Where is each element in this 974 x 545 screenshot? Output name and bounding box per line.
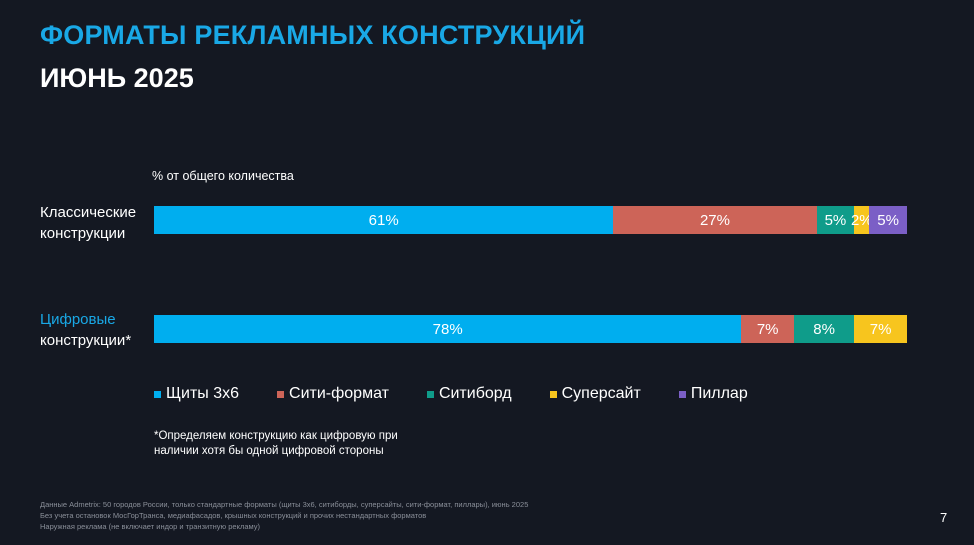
footnote-line: наличии хотя бы одной цифровой стороны — [154, 445, 384, 457]
category-label-digital: Цифровые конструкции* — [40, 309, 131, 351]
legend-swatch — [154, 390, 161, 398]
bar-segment: 7% — [741, 315, 795, 343]
source-line: Наружная реклама (не включает индор и тр… — [40, 522, 260, 531]
footnote: *Определяем конструкцию как цифровую при… — [154, 429, 398, 459]
data-label: 7% — [756, 320, 779, 338]
legend-label: Ситиборд — [438, 385, 512, 402]
category-label-classic: Классические конструкции — [40, 202, 136, 244]
data-label: 7% — [869, 320, 892, 338]
legend-swatch — [549, 390, 557, 398]
data-label: 78% — [432, 320, 463, 338]
data-label: 5% — [877, 211, 899, 229]
legend-label: Суперсайт — [561, 385, 641, 402]
data-label: 27% — [699, 211, 730, 229]
legend-label: Щиты 3х6 — [166, 385, 240, 402]
bar-segment: 78% — [154, 315, 742, 343]
category-label-line: конструкции — [40, 225, 126, 242]
bar-segment: 8% — [794, 315, 855, 343]
bar-segment: 5% — [816, 206, 855, 234]
bar-segment: 7% — [854, 315, 907, 343]
unit-label: % от общего количества — [152, 169, 294, 183]
footnote-line: *Определяем конструкцию как цифровую при — [154, 430, 398, 442]
source-note: Данные Admetrix: 50 городов России, толь… — [40, 499, 528, 532]
category-label-line: конструкции* — [40, 332, 132, 349]
page-title: ФОРМАТЫ РЕКЛАМНЫХ КОНСТРУКЦИЙ — [40, 20, 586, 50]
legend-item: Ситиборд — [426, 385, 512, 403]
legend-label: Сити-формат — [289, 385, 389, 402]
source-line: Данные Admetrix: 50 городов России, толь… — [40, 500, 529, 509]
bar-segment: 5% — [869, 206, 907, 234]
data-label: 5% — [824, 211, 847, 229]
source-line: Без учета остановок МосГорТранса, медиаф… — [40, 511, 427, 520]
legend-label: Пиллар — [690, 385, 748, 402]
bar-segment: 2% — [851, 206, 873, 234]
bar-segment: 27% — [613, 206, 817, 234]
bar-segment: 61% — [154, 206, 614, 234]
legend-item: Суперсайт — [549, 385, 641, 403]
data-label: 61% — [368, 211, 399, 229]
legend-item: Пиллар — [678, 385, 748, 403]
legend-item: Сити-формат — [277, 385, 389, 403]
legend-swatch — [678, 390, 686, 398]
legend-swatch — [277, 390, 285, 398]
category-label-line: Цифровые — [40, 311, 116, 328]
data-label: 2% — [850, 211, 873, 229]
stacked-bar-classic: 61% 27% 5% 2% 5% — [154, 206, 907, 234]
page-subtitle: ИЮНЬ 2025 — [40, 63, 194, 93]
data-label: 8% — [813, 320, 835, 338]
legend-swatch — [426, 390, 434, 398]
page-number: 7 — [940, 510, 948, 525]
stacked-bar-digital: 78% 7% 8% 7% — [154, 315, 907, 343]
legend-item: Щиты 3х6 — [154, 385, 239, 403]
category-label-line: Классические — [40, 204, 137, 221]
chart-legend: Щиты 3х6 Сити-формат Ситиборд Суперсайт Пилл… — [154, 385, 748, 403]
